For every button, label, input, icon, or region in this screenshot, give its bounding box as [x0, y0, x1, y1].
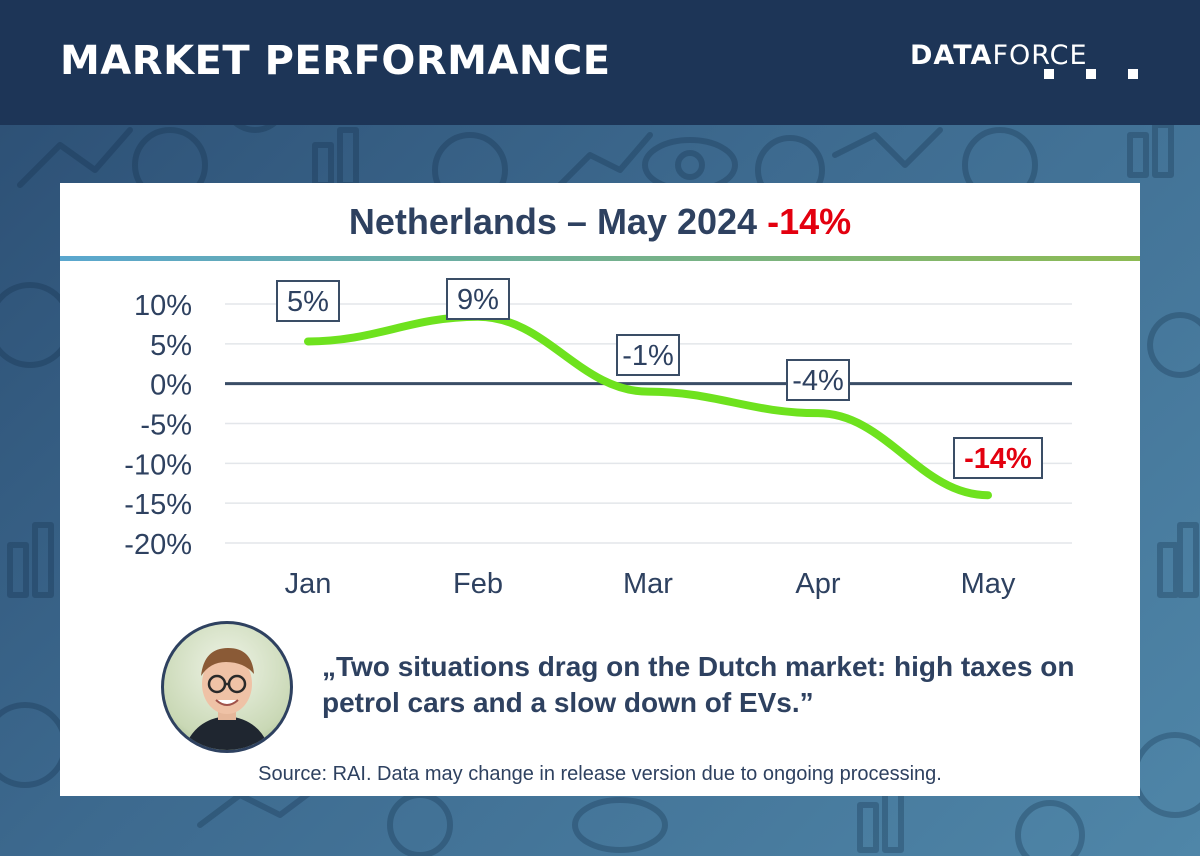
source-note: Source: RAI. Data may change in release …: [258, 763, 942, 785]
y-tick-label: -10%: [124, 449, 192, 481]
data-point: [987, 494, 989, 497]
data-point: [817, 412, 819, 415]
chart-title-main: Netherlands – May 2024: [348, 201, 758, 242]
data-label-box: [276, 280, 340, 322]
title-divider: [60, 256, 1140, 261]
data-point: [307, 340, 309, 343]
data-label: -4%: [792, 365, 844, 397]
avatar: [161, 621, 293, 753]
y-tick-label: -5%: [140, 410, 192, 442]
x-tick-label: May: [961, 568, 1016, 600]
y-tick-label: 10%: [134, 290, 192, 322]
data-label: 5%: [287, 286, 329, 318]
x-tick-label: Mar: [623, 568, 673, 600]
y-tick-label: 5%: [150, 330, 192, 362]
data-label-box: [786, 359, 850, 401]
y-tick-label: -15%: [124, 489, 192, 521]
person-portrait-icon: [184, 648, 270, 750]
page-title: MARKET PERFORMANCE: [60, 38, 611, 84]
logo-dots-icon: [1044, 69, 1138, 79]
x-tick-label: Apr: [795, 568, 840, 600]
data-label: -1%: [622, 340, 674, 372]
data-label-box: [616, 334, 680, 376]
x-tick-label: Jan: [285, 568, 332, 600]
quote-text: „Two situations drag on the Dutch market…: [322, 651, 1075, 718]
line-chart: 10% 5% 0% -5% -10% -15% -20% Jan Feb Mar Apr May 5% 9…: [124, 278, 1072, 600]
data-label: 9%: [457, 284, 499, 316]
y-tick-label: -20%: [124, 529, 192, 561]
x-tick-label: Feb: [453, 568, 503, 600]
data-label: -14%: [964, 443, 1032, 475]
logo-text-light: FORCE: [992, 40, 1088, 71]
data-point: [647, 390, 649, 393]
background-icon-pattern: [0, 125, 1200, 856]
chart-card: Netherlands – May 2024 -14% 10% 5% 0% -5% -1…: [60, 183, 1140, 796]
dataforce-logo: DATAFORCE: [910, 40, 1150, 82]
chart-title-highlight: -14%: [767, 201, 852, 242]
chart-title: Netherlands – May 2024 -14%: [60, 201, 1140, 243]
data-label-box: [446, 278, 510, 320]
y-tick-label: 0%: [150, 370, 192, 402]
logo-text-bold: DATA: [910, 40, 993, 71]
header-bar: MARKET PERFORMANCE DATAFORCE: [0, 0, 1200, 125]
data-label-box: [953, 437, 1043, 479]
